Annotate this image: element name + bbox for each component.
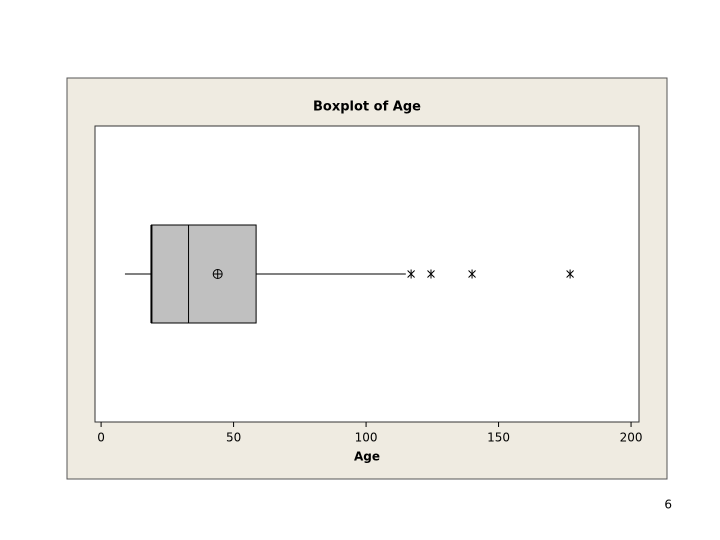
- outlier: [427, 269, 435, 279]
- x-tick-label: 150: [487, 431, 510, 445]
- outlier: [407, 269, 415, 279]
- page-number: 6: [664, 498, 672, 512]
- x-tick-label: 0: [97, 431, 105, 445]
- x-tick-label: 50: [226, 431, 241, 445]
- x-tick-label: 200: [620, 431, 643, 445]
- x-tick-label: 100: [355, 431, 378, 445]
- chart-title: Boxplot of Age: [313, 100, 421, 115]
- outlier: [566, 269, 574, 279]
- box: [150, 224, 257, 324]
- mean-marker: [212, 269, 223, 279]
- x-axis-label: Age: [354, 450, 380, 464]
- outlier: [468, 269, 476, 279]
